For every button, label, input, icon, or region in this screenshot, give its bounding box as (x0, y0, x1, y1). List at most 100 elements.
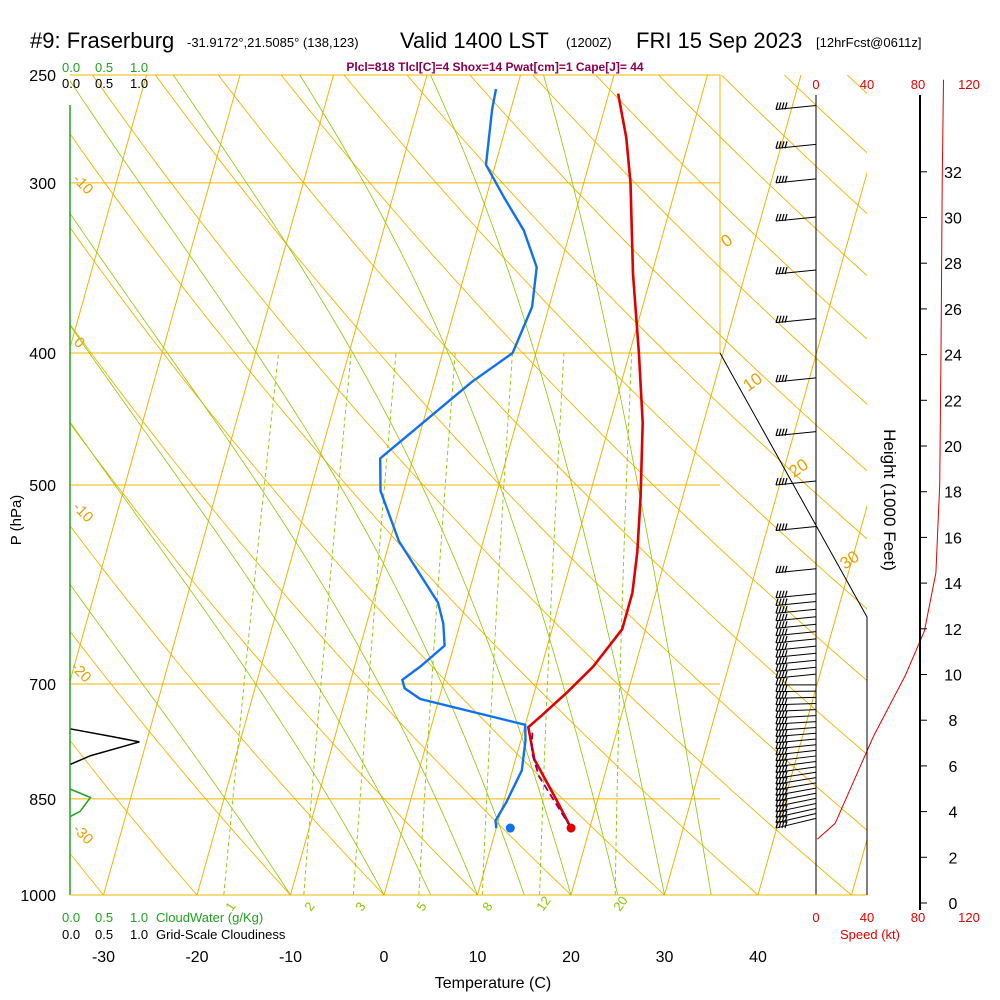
wind-barb-flag (781, 477, 785, 486)
wind-barb-flag (784, 799, 788, 807)
wind-barb-flag (778, 523, 782, 531)
wind-barb-flag (781, 710, 785, 718)
wind-barb-flag (778, 613, 782, 621)
wind-barb-flag (784, 684, 788, 692)
wind-barb (775, 613, 817, 622)
x-tick-label: -10 (279, 949, 302, 966)
wind-barb-flag (775, 628, 779, 636)
wind-barb-flag (778, 753, 782, 761)
wind-barb (775, 729, 817, 738)
wind-barb-flag (781, 102, 785, 110)
wind-barb-flag (778, 735, 782, 743)
moist-adiabat (543, 75, 712, 895)
wind-barb-flag (775, 677, 779, 686)
wind-barb-flag (778, 642, 782, 651)
wind-barb-flag (778, 664, 782, 672)
wind-barb-flag (775, 657, 779, 665)
moist-adiabat (430, 75, 665, 895)
dry-adiabat (469, 75, 867, 472)
height-axis-label: Height (1000 Feet) (880, 429, 899, 571)
wind-barb (775, 428, 817, 437)
cloud-top-tick-0: 0.0 (62, 60, 80, 75)
wind-barb-flag (775, 635, 779, 644)
wind-barb-flag (775, 642, 779, 651)
speed-axis-label: Speed (kt) (840, 927, 900, 942)
wind-barb-flag (775, 684, 779, 692)
wind-barb-flag (778, 175, 782, 184)
wind-barb (775, 523, 817, 532)
wind-barb (775, 657, 817, 665)
wind-barb-flag (781, 747, 785, 755)
wind-barb-flag (778, 815, 782, 823)
isotherm-50 (851, 837, 867, 895)
wind-barb-flag (784, 793, 788, 802)
wind-barb-flag (784, 315, 788, 323)
wind-barb-flag (784, 815, 788, 823)
wind-barb-flag (778, 704, 782, 712)
wind-barb-flag (775, 716, 779, 725)
mixing-ratio-line (614, 352, 633, 895)
wind-barb-flag (781, 691, 785, 699)
speed-bottom-tick-3: 120 (958, 910, 980, 925)
wind-barb-flag (778, 729, 782, 737)
wind-barb-flag (778, 102, 782, 110)
wind-barb (775, 621, 817, 629)
wind-barb-flag (781, 677, 785, 686)
wind-barb-flag (784, 771, 788, 779)
wind-barb-flag (784, 642, 788, 651)
valid-time: Valid 1400 LST (400, 28, 549, 53)
wind-barb (775, 735, 817, 744)
profile-lines (378, 88, 645, 833)
dry-adiabat (217, 75, 867, 755)
mixing-ratio-line (418, 352, 456, 895)
wind-barb-flag (784, 810, 788, 818)
wind-barb-flag (781, 175, 785, 184)
mixing-ratio-label: 8 (479, 899, 495, 914)
isotherm--50 (70, 75, 147, 350)
dry-adiabat (532, 75, 867, 405)
height-tick-label: 22 (944, 393, 962, 410)
height-tick-label: 26 (944, 302, 962, 319)
moist-adiabat (70, 421, 385, 895)
dewpoint-line (378, 88, 538, 829)
moist-adiabat-label: 10 (739, 369, 765, 395)
wind-barb (775, 697, 817, 706)
wind-panel (775, 79, 944, 895)
surface-dewpoint-dot (505, 823, 515, 833)
wind-barb-flag (775, 590, 779, 598)
cloud-top-tick-2: 1.0 (130, 60, 148, 75)
height-tick-label: 0 (949, 896, 958, 913)
wind-barb-flag (781, 765, 785, 773)
dry-adiabat (70, 630, 291, 895)
wind-barb-flag (775, 704, 779, 712)
moist-adiabat (70, 80, 525, 895)
wind-barb-flag (784, 691, 788, 699)
wind-barb (775, 723, 817, 731)
height-tick-label: 18 (944, 485, 962, 502)
wind-barb-flag (781, 753, 785, 761)
wind-barb-flag (778, 710, 782, 718)
diagnostics-line: Plcl=818 Tlcl[C]=4 Shox=14 Pwat[cm]=1 Ca… (346, 60, 643, 74)
height-tick-label: 2 (949, 850, 958, 867)
wind-barb-flag (781, 628, 785, 636)
wind-barb-flag (778, 606, 782, 614)
x-tick-label: 10 (469, 949, 487, 966)
isotherm--10 (290, 75, 521, 895)
wind-barb-flag (775, 315, 779, 323)
wind-barb-flag (781, 697, 785, 705)
wind-barb-flag (784, 710, 788, 718)
wind-barb (775, 606, 817, 614)
wind-barb-flag (781, 684, 785, 692)
cloudiness-top-tick-0: 0.0 (62, 76, 80, 91)
wind-barb-flag (781, 782, 785, 790)
wind-barb-flag (781, 793, 785, 802)
wind-barb-flag (775, 102, 779, 110)
wind-barb-flag (778, 477, 782, 486)
wind-barb-flag (775, 374, 779, 383)
wind-barb-flag (778, 684, 782, 692)
wind-barb-flag (784, 820, 788, 829)
mixing-ratio-line (352, 352, 397, 895)
wind-barb (775, 710, 817, 719)
axes: -30 -20 -10 0 10 20 30 402503004005007008501000… (20, 68, 962, 966)
wind-barb-flag (775, 266, 779, 275)
